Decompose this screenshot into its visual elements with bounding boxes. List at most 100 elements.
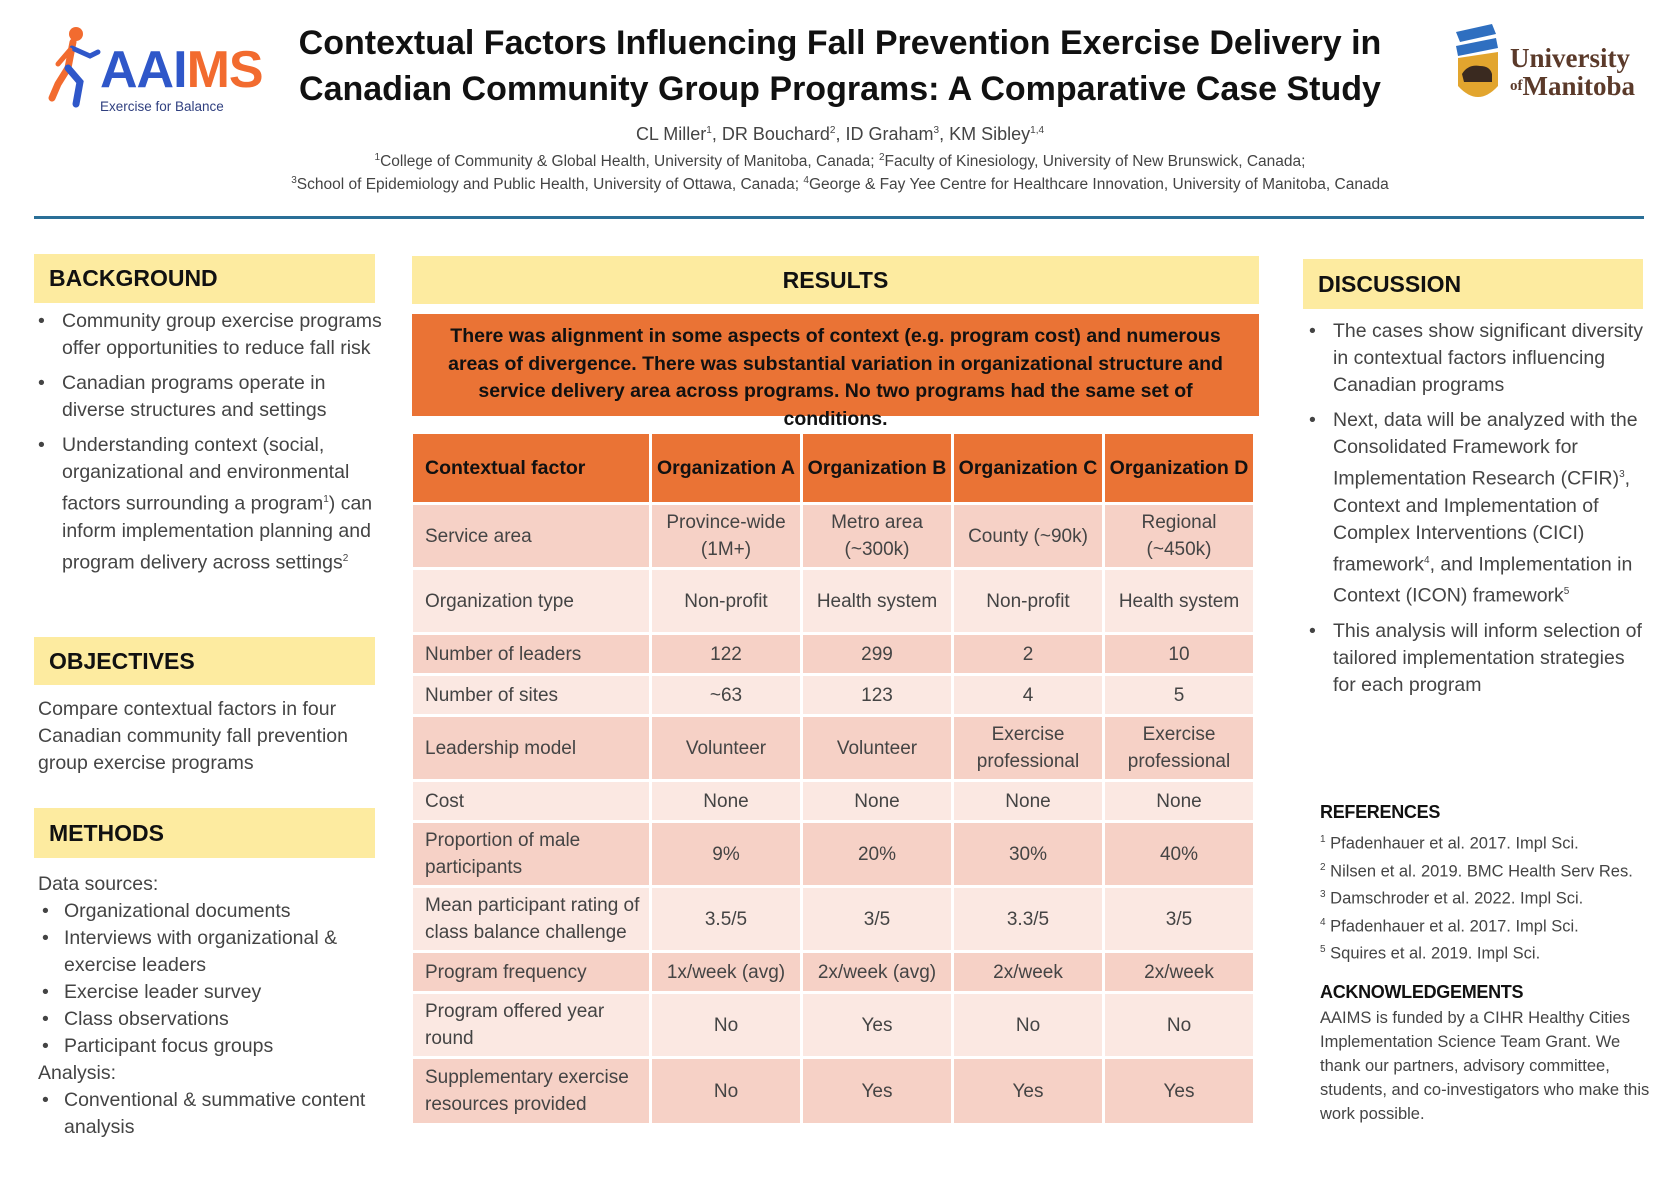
- list-item: Canadian programs operate in diverse str…: [34, 370, 384, 424]
- column-header: Organization B: [803, 434, 951, 502]
- table-row: Program frequency 1x/week (avg) 2x/week (a…: [413, 953, 1253, 991]
- reference-item: 2 Nilsen et al. 2019. BMC Health Serv Re…: [1320, 861, 1633, 881]
- table-row: Proportion of male participants 9% 20% 30% 4…: [413, 823, 1253, 885]
- table-cell: 123: [803, 676, 951, 714]
- table-cell: No: [1105, 994, 1253, 1056]
- table-cell: 3/5: [1105, 888, 1253, 950]
- table-cell: 2x/week (avg): [803, 953, 951, 991]
- list-item: The cases show significant diversity in …: [1305, 318, 1650, 399]
- results-heading: RESULTS: [412, 256, 1259, 304]
- table-cell: Province-wide (1M+): [652, 505, 800, 567]
- aaims-wordmark: AAIMS: [100, 41, 264, 99]
- affiliations-line-1: 1College of Community & Global Health, U…: [374, 152, 1306, 171]
- table-cell: 10: [1105, 635, 1253, 673]
- table-cell: Health system: [1105, 570, 1253, 632]
- author: CL Miller: [635, 124, 707, 144]
- table-cell: No: [652, 994, 800, 1056]
- row-label: Number of sites: [413, 676, 649, 714]
- table-cell: County (~90k): [954, 505, 1102, 567]
- background-heading: BACKGROUND: [34, 254, 375, 303]
- title-line-1: Contextual Factors Influencing Fall Prev…: [298, 24, 1382, 62]
- table-cell: No: [954, 994, 1102, 1056]
- table-cell: ~63: [652, 676, 800, 714]
- list-item: Next, data will be analyzed with the Con…: [1305, 407, 1650, 610]
- table-cell: Metro area (~300k): [803, 505, 951, 567]
- table-cell: Regional (~450k): [1105, 505, 1253, 567]
- table-cell: 9%: [652, 823, 800, 885]
- table-header-row: Contextual factor Organization A Organiz…: [413, 434, 1253, 502]
- list-item: Class observations: [38, 1006, 388, 1033]
- table-cell: 40%: [1105, 823, 1253, 885]
- references-heading: REFERENCES: [1320, 802, 1441, 822]
- table-cell: Yes: [1105, 1059, 1253, 1123]
- um-wordmark: University ofManitoba: [1510, 43, 1636, 101]
- acknowledgements-text: AAIMS is funded by a CIHR Healthy Cities…: [1320, 1009, 1650, 1123]
- table-cell: Non-profit: [652, 570, 800, 632]
- results-summary-banner: There was alignment in some aspects of c…: [412, 314, 1259, 430]
- row-label: Supplementary exercise resources provide…: [413, 1059, 649, 1123]
- column-header: Organization D: [1105, 434, 1253, 502]
- table-row: Supplementary exercise resources provide…: [413, 1059, 1253, 1123]
- table-cell: None: [803, 782, 951, 820]
- table-row: Program offered year round No Yes No No: [413, 994, 1253, 1056]
- header-divider: [34, 216, 1644, 219]
- author: ID Graham: [845, 124, 934, 144]
- reference-item: 4 Pfadenhauer et al. 2017. Impl Sci.: [1320, 916, 1579, 936]
- row-label: Leadership model: [413, 717, 649, 779]
- table-cell: None: [652, 782, 800, 820]
- table-body: Service area Province-wide (1M+) Metro are…: [413, 505, 1253, 1123]
- reference-item: 3 Damschroder et al. 2022. Impl Sci.: [1320, 889, 1584, 908]
- table-cell: 1x/week (avg): [652, 953, 800, 991]
- list-item: Understanding context (social, organizat…: [34, 432, 384, 576]
- list-item: Exercise leader survey: [38, 979, 388, 1006]
- table-cell: 3/5: [803, 888, 951, 950]
- table-cell: None: [954, 782, 1102, 820]
- poster-title: Contextual Factors Influencing Fall Prev…: [280, 20, 1400, 112]
- author-list: CL Miller1, DR Bouchard2, ID Graham3, KM…: [635, 124, 1045, 144]
- methods-heading: METHODS: [34, 808, 375, 858]
- aaims-tagline: Exercise for Balance: [100, 99, 224, 114]
- table-row: Service area Province-wide (1M+) Metro are…: [413, 505, 1253, 567]
- objectives-heading: OBJECTIVES: [34, 637, 375, 685]
- table-cell: 2x/week: [954, 953, 1102, 991]
- background-section: Community group exercise programs offer …: [34, 308, 384, 584]
- row-label: Cost: [413, 782, 649, 820]
- university-of-manitoba-logo: University ofManitoba: [1452, 22, 1652, 114]
- table-cell: 4: [954, 676, 1102, 714]
- table-cell: 20%: [803, 823, 951, 885]
- table-row: Mean participant rating of class balance…: [413, 888, 1253, 950]
- list-item: Community group exercise programs offer …: [34, 308, 384, 362]
- list-item: This analysis will inform selection of t…: [1305, 618, 1650, 699]
- table-cell: Yes: [954, 1059, 1102, 1123]
- table-row: Organization type Non-profit Health system…: [413, 570, 1253, 632]
- column-header: Organization C: [954, 434, 1102, 502]
- list-item: Organizational documents: [38, 898, 388, 925]
- table-row: Leadership model Volunteer Volunteer Exerci…: [413, 717, 1253, 779]
- title-line-2: Canadian Community Group Programs: A Com…: [299, 70, 1381, 108]
- table-cell: Exercise professional: [1105, 717, 1253, 779]
- references-list: 1 Pfadenhauer et al. 2017. Impl Sci. 2 N…: [1320, 828, 1650, 966]
- table-cell: Volunteer: [803, 717, 951, 779]
- data-sources-label: Data sources:: [38, 873, 159, 895]
- shield-bison-icon: [1456, 24, 1498, 97]
- table-cell: 2: [954, 635, 1102, 673]
- table-cell: 3.5/5: [652, 888, 800, 950]
- row-label: Mean participant rating of class balance…: [413, 888, 649, 950]
- reference-item: 5 Squires et al. 2019. Impl Sci.: [1320, 944, 1541, 963]
- table-cell: Yes: [803, 994, 951, 1056]
- table-cell: 3.3/5: [954, 888, 1102, 950]
- table-cell: 30%: [954, 823, 1102, 885]
- author: DR Bouchard: [721, 124, 830, 144]
- row-label: Service area: [413, 505, 649, 567]
- analysis-label: Analysis:: [38, 1062, 117, 1084]
- aaims-logo: AAIMS Exercise for Balance: [46, 24, 266, 116]
- row-label: Program offered year round: [413, 994, 649, 1056]
- table-row: Cost None None None None: [413, 782, 1253, 820]
- table-cell: 122: [652, 635, 800, 673]
- table-cell: 5: [1105, 676, 1253, 714]
- list-item: Participant focus groups: [38, 1033, 388, 1060]
- runner-icon: [48, 27, 101, 108]
- author: KM Sibley: [949, 124, 1031, 144]
- table-cell: 2x/week: [1105, 953, 1253, 991]
- discussion-section: The cases show significant diversity in …: [1305, 318, 1650, 707]
